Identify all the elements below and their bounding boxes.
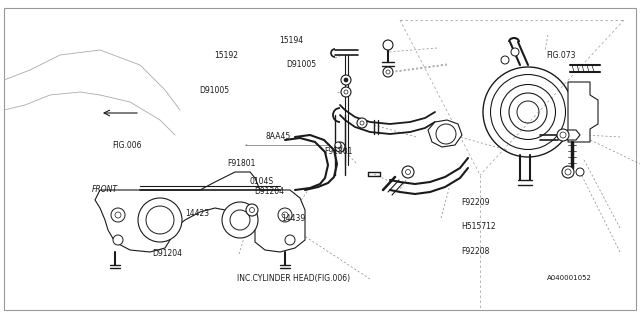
Circle shape [250,207,255,212]
Circle shape [113,235,123,245]
Text: D91005: D91005 [200,86,230,95]
Circle shape [511,48,519,56]
Polygon shape [95,172,305,252]
Circle shape [501,56,509,64]
Text: 15194: 15194 [280,36,304,45]
Text: 0104S: 0104S [250,177,274,186]
Text: FIG.006: FIG.006 [112,141,141,150]
Text: D91204: D91204 [254,188,284,196]
Circle shape [230,210,250,230]
Circle shape [111,208,125,222]
Circle shape [338,145,342,149]
Circle shape [335,142,345,152]
Polygon shape [428,120,462,147]
Text: F92209: F92209 [461,198,490,207]
Circle shape [285,235,295,245]
Text: H515712: H515712 [461,222,495,231]
Circle shape [557,129,569,141]
Text: 15192: 15192 [214,51,239,60]
Circle shape [360,121,364,125]
Circle shape [406,170,410,174]
Text: 14423: 14423 [186,209,210,218]
Circle shape [383,40,393,50]
Circle shape [562,166,574,178]
Circle shape [246,204,258,216]
Circle shape [560,132,566,138]
Circle shape [222,202,258,238]
Polygon shape [564,130,580,140]
Text: 8AA45: 8AA45 [266,132,291,140]
Circle shape [115,212,121,218]
Circle shape [282,212,288,218]
Text: A040001052: A040001052 [547,276,592,281]
Circle shape [383,67,393,77]
Circle shape [344,78,348,82]
Circle shape [138,198,182,242]
Text: F91801: F91801 [227,159,255,168]
Circle shape [146,206,174,234]
Circle shape [386,70,390,74]
Circle shape [357,118,367,128]
Circle shape [344,90,348,94]
Polygon shape [568,82,598,142]
Text: D91005: D91005 [286,60,316,68]
Circle shape [278,208,292,222]
Circle shape [341,75,351,85]
Text: FRONT: FRONT [92,185,118,194]
Circle shape [576,168,584,176]
Text: D91204: D91204 [152,249,182,258]
Text: F92208: F92208 [461,247,489,256]
Text: 14439: 14439 [282,214,306,223]
Circle shape [565,169,571,175]
Circle shape [341,87,351,97]
Text: F91801: F91801 [324,147,353,156]
Circle shape [335,142,341,148]
Text: INC.CYLINDER HEAD(FIG.006): INC.CYLINDER HEAD(FIG.006) [237,274,350,283]
Text: FIG.073: FIG.073 [546,51,575,60]
Circle shape [402,166,414,178]
